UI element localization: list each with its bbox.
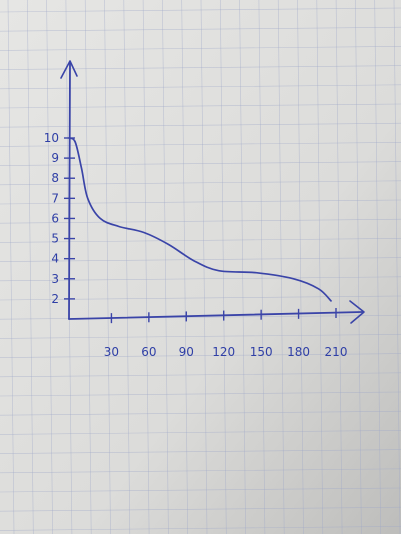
y-tick-label: 5 xyxy=(51,232,59,246)
y-tick-label: 4 xyxy=(51,252,59,266)
grid-line-horizontal xyxy=(0,334,401,339)
grid-line-vertical xyxy=(104,0,111,534)
grid-line-horizontal xyxy=(0,238,401,243)
grid-line-vertical xyxy=(374,0,381,534)
x-tick-label: 210 xyxy=(325,345,348,359)
grid-line-horizontal xyxy=(0,7,401,13)
y-tick-label: 9 xyxy=(51,151,59,165)
grid-line-horizontal xyxy=(0,199,401,205)
y-axis-arrowhead xyxy=(60,60,78,79)
grid-line-horizontal xyxy=(0,46,401,51)
grid-line-vertical xyxy=(220,0,227,534)
grid-line-horizontal xyxy=(0,122,401,128)
grid-line-horizontal xyxy=(0,161,401,166)
y-tick-label: 6 xyxy=(51,211,59,225)
grid-line-horizontal xyxy=(0,372,401,378)
grid-line-horizontal xyxy=(0,391,401,397)
x-tick-label: 90 xyxy=(179,345,194,359)
grid-line-horizontal xyxy=(0,276,401,282)
grid-line-vertical xyxy=(27,0,34,534)
series-line xyxy=(68,137,332,302)
grid-line-horizontal xyxy=(0,84,401,90)
y-tick-label: 10 xyxy=(44,131,59,145)
grid-line-vertical xyxy=(393,0,401,534)
grid-line-vertical xyxy=(123,0,131,534)
x-tick-label: 180 xyxy=(287,345,310,359)
grid-line-horizontal xyxy=(0,430,401,435)
grid-line-horizontal xyxy=(0,526,401,531)
grid-line-horizontal xyxy=(0,26,401,32)
grid-line-horizontal xyxy=(0,410,401,416)
x-tick-label: 30 xyxy=(104,345,119,359)
x-axis-line xyxy=(68,311,363,320)
x-tick-label: 60 xyxy=(141,345,156,359)
axes xyxy=(60,60,365,324)
y-axis-line xyxy=(68,61,71,320)
grid-line-vertical xyxy=(277,0,285,534)
grid-line-vertical xyxy=(239,0,246,534)
x-tick-label: 120 xyxy=(212,345,235,359)
grid-line-horizontal xyxy=(0,180,401,186)
grid-line-vertical xyxy=(355,0,362,534)
grid-line-vertical xyxy=(142,0,150,534)
grid-line-horizontal xyxy=(0,353,401,358)
y-tick-label: 2 xyxy=(51,292,59,306)
y-tick-label: 7 xyxy=(51,191,59,205)
grid-line-horizontal xyxy=(0,65,401,70)
grid-line-horizontal xyxy=(0,218,401,224)
grid-line-vertical xyxy=(258,0,266,534)
series-layer xyxy=(68,137,332,302)
grid-line-vertical xyxy=(200,0,208,534)
grid-line-horizontal xyxy=(0,314,401,320)
x-axis-arrowhead xyxy=(349,300,365,324)
x-tick-label: 150 xyxy=(250,345,273,359)
grid-line-horizontal xyxy=(0,103,401,109)
grid-line-horizontal xyxy=(0,449,401,454)
grid-line-vertical xyxy=(335,0,343,534)
y-tick-label: 3 xyxy=(51,272,59,286)
grid-line-vertical xyxy=(297,0,304,534)
grid-line-vertical xyxy=(181,0,188,534)
grid-line-vertical xyxy=(46,0,53,534)
grid-line-horizontal xyxy=(0,468,401,474)
grid-line-horizontal xyxy=(0,142,401,147)
grid-line-vertical xyxy=(84,0,92,534)
grid-line-vertical xyxy=(316,0,324,534)
x-axis-ticks: 30 60 90 120 150 180 210 xyxy=(104,308,348,359)
grid-line-vertical xyxy=(162,0,169,534)
y-tick-label: 8 xyxy=(51,171,59,185)
y-axis-ticks: 2 3 4 5 6 7 8 9 10 xyxy=(44,131,75,306)
grid-line-horizontal xyxy=(0,506,401,512)
grid-line-horizontal xyxy=(0,257,401,262)
grid-line-horizontal xyxy=(0,487,401,493)
